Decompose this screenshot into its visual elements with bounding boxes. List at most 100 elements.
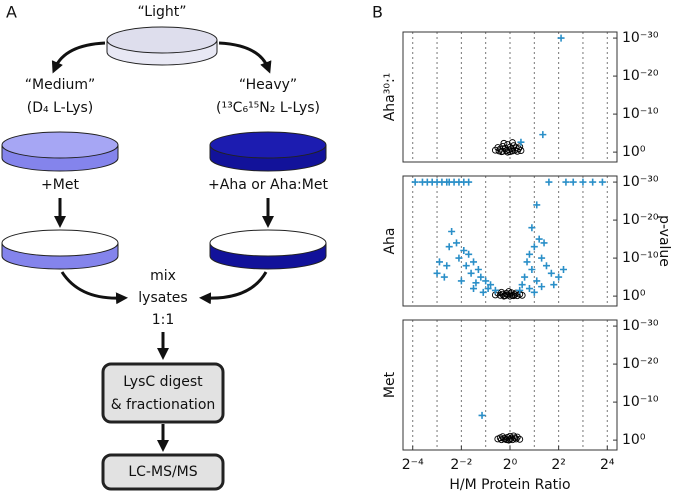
point xyxy=(518,281,526,289)
point xyxy=(525,250,533,258)
panel-a: A “Light” “Medium” (D₄ L-Lys) “Heavy” (¹… xyxy=(1,3,328,491)
x-tick-label: 2⁻⁴ xyxy=(402,457,424,473)
point xyxy=(470,285,478,293)
mix-text: 1:1 xyxy=(152,312,175,328)
y-tick-label: 10⁻²⁰ xyxy=(622,356,659,372)
point xyxy=(528,224,536,232)
y-tick-label: 10⁻¹⁰ xyxy=(622,106,659,122)
point xyxy=(539,131,547,139)
point xyxy=(521,273,529,281)
point xyxy=(530,288,538,296)
point xyxy=(517,138,525,146)
point xyxy=(465,178,473,186)
y-tick-label: 10⁻²⁰ xyxy=(622,212,659,228)
point xyxy=(467,269,475,277)
medium-isotope: (D₄ L-Lys) xyxy=(27,100,93,116)
x-axis-label: H/M Protein Ratio xyxy=(449,477,570,493)
medium-treatment: +Met xyxy=(41,177,79,193)
arrow xyxy=(60,271,128,305)
y-tick-label: 10⁰ xyxy=(622,432,646,448)
point xyxy=(550,281,558,289)
heavy-label: “Heavy” xyxy=(239,77,297,93)
point xyxy=(535,235,543,243)
point xyxy=(528,266,536,274)
dish-heavy-2 xyxy=(209,229,327,270)
point xyxy=(505,288,513,296)
point xyxy=(433,269,441,277)
point xyxy=(538,254,546,262)
point xyxy=(516,286,524,294)
point xyxy=(560,266,567,274)
point xyxy=(478,411,486,419)
digest-box xyxy=(101,362,225,424)
arrow xyxy=(218,41,272,74)
lcms-text: LC-MS/MS xyxy=(128,464,197,480)
point xyxy=(542,262,550,270)
digest-text: LysC digest xyxy=(123,374,203,390)
point xyxy=(477,273,485,281)
y-tick-label: 10⁰ xyxy=(622,144,646,160)
point xyxy=(448,227,456,235)
point xyxy=(435,258,443,266)
point xyxy=(462,262,470,270)
point xyxy=(440,273,448,281)
point xyxy=(484,285,492,293)
point xyxy=(500,139,508,147)
y-axis-label: Aha xyxy=(382,227,398,254)
point xyxy=(530,243,538,251)
point xyxy=(513,433,521,441)
point xyxy=(538,283,546,291)
heavy-treatment: +Aha or Aha:Met xyxy=(208,177,328,193)
point xyxy=(533,277,541,285)
point xyxy=(510,292,518,300)
x-tick-label: 2² xyxy=(551,457,566,473)
point xyxy=(465,250,473,258)
point xyxy=(482,277,490,285)
arrow xyxy=(199,271,268,305)
arrow xyxy=(51,41,106,74)
point xyxy=(533,201,541,209)
point xyxy=(579,178,587,186)
point xyxy=(474,266,482,274)
point xyxy=(472,279,480,287)
dish-heavy xyxy=(209,131,327,172)
y-tick-label: 10⁻³⁰ xyxy=(622,318,659,334)
point xyxy=(457,277,465,285)
dish-medium-2 xyxy=(1,229,119,270)
panel-label: B xyxy=(372,3,383,22)
point xyxy=(453,239,460,247)
point xyxy=(411,178,419,186)
point xyxy=(443,262,451,270)
light-label: “Light” xyxy=(137,4,186,20)
heavy-isotope: (¹³C₆¹⁵N₂ L-Lys) xyxy=(216,100,320,116)
x-tick-label: 2⁴ xyxy=(600,457,615,473)
point xyxy=(487,281,495,289)
y-tick-label: 10⁰ xyxy=(622,288,646,304)
x-tick-label: 2⁰ xyxy=(503,457,518,473)
y-tick-label: 10⁻¹⁰ xyxy=(622,394,659,410)
point xyxy=(540,239,548,247)
point xyxy=(589,178,597,186)
point xyxy=(508,139,516,147)
point xyxy=(523,258,531,266)
lcms-box xyxy=(101,453,225,491)
point xyxy=(455,254,463,262)
point xyxy=(504,148,512,156)
point xyxy=(498,288,505,296)
digest-text: & fractionation xyxy=(111,397,216,413)
point xyxy=(479,288,487,296)
point xyxy=(445,243,453,251)
point xyxy=(506,432,514,440)
point xyxy=(500,435,508,443)
x-tick-label: 2⁻² xyxy=(450,457,472,473)
point xyxy=(517,147,525,155)
y-axis-label: Met xyxy=(382,371,398,398)
point xyxy=(545,178,553,186)
point xyxy=(516,435,524,443)
y-axis-label: Aha³⁰:¹ xyxy=(382,73,398,122)
point xyxy=(505,436,513,444)
point xyxy=(510,432,518,440)
point xyxy=(500,292,508,300)
point xyxy=(470,258,478,266)
point xyxy=(555,273,563,281)
